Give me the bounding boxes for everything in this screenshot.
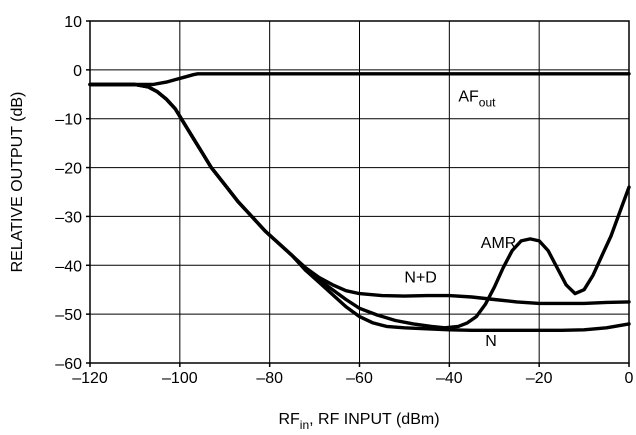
x-axis-label-sub: in [300, 418, 309, 432]
y-tick-label: 0 [73, 63, 82, 80]
series-layer [88, 72, 631, 332]
x-tick-label: –20 [526, 370, 553, 387]
series-annotations: AFout N+D AMR N [404, 89, 516, 350]
series-line-afout [88, 72, 631, 87]
y-tick-label: 10 [64, 14, 82, 31]
series-label-subscript: out [479, 96, 496, 110]
series-label-n: N [485, 333, 497, 350]
series-label-text: AMR [481, 235, 517, 252]
x-tick-label: –100 [162, 370, 198, 387]
series-label-n-plus-d: N+D [404, 269, 436, 286]
series-label-text: N [485, 333, 497, 350]
y-tick-labels: 10 0 –10 –20 –30 –40 –50 –60 [55, 14, 90, 373]
x-tick-label: –60 [346, 370, 373, 387]
x-axis-label-rest: , RF INPUT (dBm) [309, 411, 439, 428]
y-tick-label: –10 [55, 112, 82, 129]
x-axis-label-main: RF [278, 411, 300, 428]
y-tick-label: –40 [55, 258, 82, 275]
x-tick-label: –120 [72, 370, 108, 387]
x-axis-label: RFin, RF INPUT (dBm) [278, 411, 439, 432]
series-line-amr [88, 82, 631, 330]
series-label-text: N+D [404, 269, 436, 286]
x-tick-labels: –120 –100 –80 –60 –40 –20 0 [72, 363, 634, 387]
y-tick-label: –30 [55, 209, 82, 226]
y-tick-label: –20 [55, 161, 82, 178]
y-tick-label: –50 [55, 307, 82, 324]
y-tick-label: –60 [55, 356, 82, 373]
x-tick-label: –40 [436, 370, 463, 387]
x-tick-label: –80 [256, 370, 283, 387]
series-label-afout: AFout [458, 89, 496, 110]
y-axis-label: RELATIVE OUTPUT (dB) [9, 92, 26, 273]
x-tick-label: 0 [625, 370, 634, 387]
series-label-amr: AMR [481, 235, 517, 252]
series-label-text: AF [458, 89, 479, 106]
